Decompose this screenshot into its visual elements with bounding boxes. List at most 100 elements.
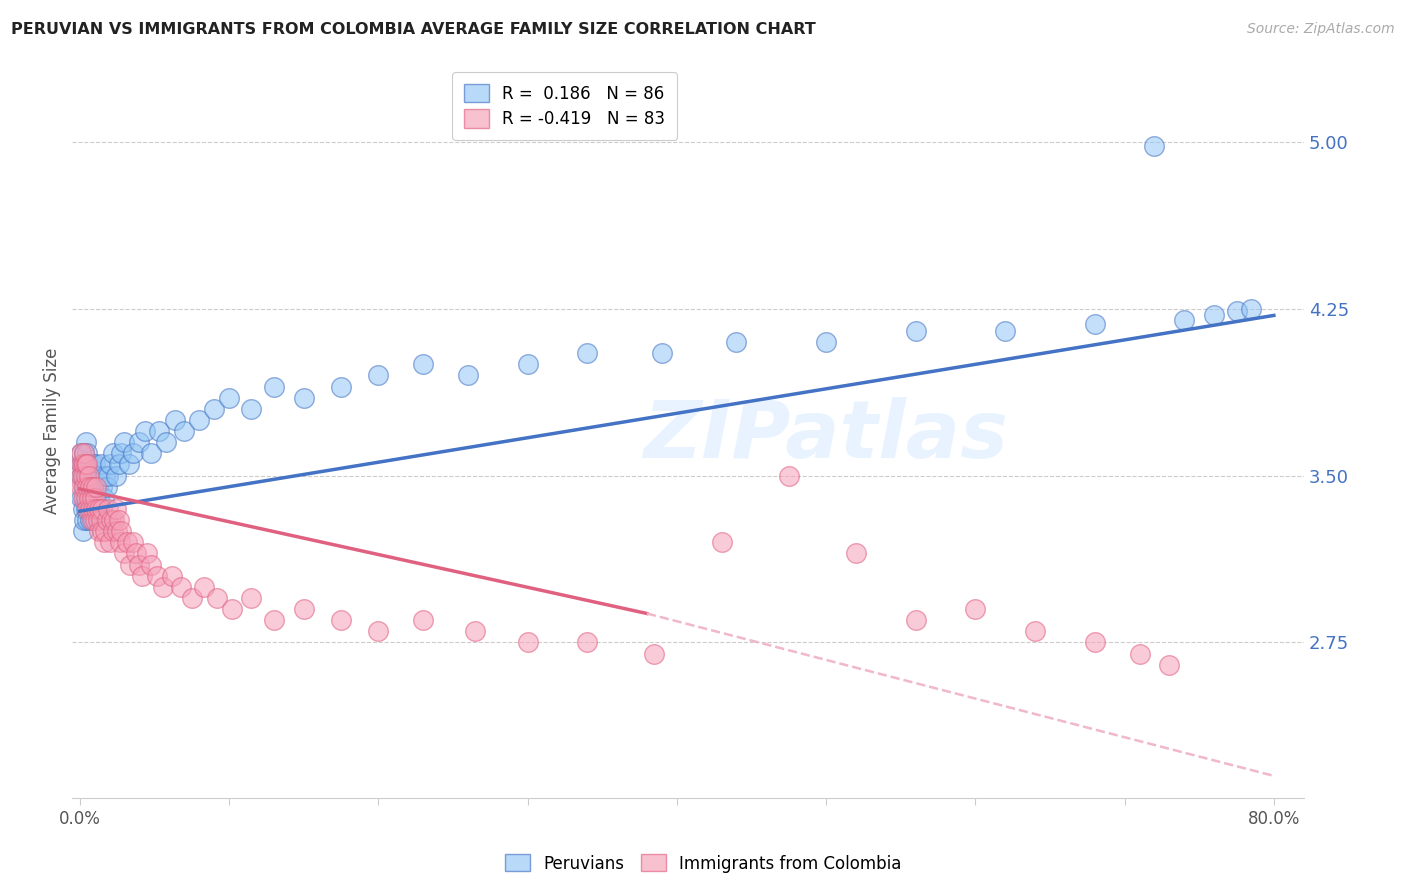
Point <box>70 446 93 460</box>
Point <box>72 468 94 483</box>
Text: PERUVIAN VS IMMIGRANTS FROM COLOMBIA AVERAGE FAMILY SIZE CORRELATION CHART: PERUVIAN VS IMMIGRANTS FROM COLOMBIA AVE… <box>11 22 815 37</box>
Point <box>128 435 150 450</box>
Point <box>994 324 1017 338</box>
Point <box>152 580 174 594</box>
Point <box>73 480 96 494</box>
Point <box>1204 309 1226 323</box>
Point <box>1240 301 1263 316</box>
Point <box>134 424 156 438</box>
Point <box>367 624 389 639</box>
Point <box>77 468 100 483</box>
Point <box>576 635 599 649</box>
Point <box>1225 304 1247 318</box>
Point <box>240 401 263 416</box>
Point <box>72 480 94 494</box>
Point <box>70 491 93 505</box>
Point <box>75 502 97 516</box>
Text: ZIPatlas: ZIPatlas <box>644 397 1008 475</box>
Point <box>72 468 94 483</box>
Point <box>122 535 145 549</box>
Point <box>73 446 96 460</box>
Point <box>221 602 243 616</box>
Point <box>87 502 110 516</box>
Point <box>1128 647 1150 661</box>
Point <box>79 468 101 483</box>
Point <box>205 591 228 605</box>
Point <box>457 368 479 383</box>
Point <box>329 379 352 393</box>
Point <box>70 468 93 483</box>
Point <box>73 513 96 527</box>
Point <box>82 513 104 527</box>
Point <box>96 480 118 494</box>
Point <box>778 468 800 483</box>
Point <box>845 546 868 560</box>
Point <box>516 357 538 371</box>
Point <box>83 458 105 472</box>
Point <box>80 502 103 516</box>
Point <box>135 546 157 560</box>
Point <box>93 491 115 505</box>
Point <box>80 491 103 505</box>
Point <box>180 591 202 605</box>
Point <box>76 480 98 494</box>
Point <box>202 401 225 416</box>
Point <box>73 458 96 472</box>
Point <box>84 502 107 516</box>
Point <box>72 491 94 505</box>
Point <box>80 480 103 494</box>
Point <box>73 491 96 505</box>
Point <box>516 635 538 649</box>
Point <box>79 502 101 516</box>
Point <box>76 458 98 472</box>
Legend: Peruvians, Immigrants from Colombia: Peruvians, Immigrants from Colombia <box>498 847 908 880</box>
Point <box>110 524 132 539</box>
Point <box>96 513 118 527</box>
Point <box>651 346 673 360</box>
Point <box>120 558 142 572</box>
Legend: R =  0.186   N = 86, R = -0.419   N = 83: R = 0.186 N = 86, R = -0.419 N = 83 <box>453 72 678 140</box>
Point <box>146 568 169 582</box>
Point <box>77 480 100 494</box>
Point <box>75 480 97 494</box>
Point <box>218 391 240 405</box>
Point <box>125 546 148 560</box>
Point <box>75 468 97 483</box>
Point <box>83 480 105 494</box>
Point <box>193 580 215 594</box>
Point <box>73 446 96 460</box>
Point <box>79 513 101 527</box>
Point <box>84 491 107 505</box>
Point <box>101 446 124 460</box>
Point <box>101 524 124 539</box>
Point <box>77 491 100 505</box>
Point <box>576 346 599 360</box>
Point <box>90 513 112 527</box>
Point <box>188 413 211 427</box>
Point <box>87 524 110 539</box>
Point <box>76 446 98 460</box>
Point <box>72 524 94 539</box>
Point <box>80 458 103 472</box>
Point <box>110 446 132 460</box>
Point <box>100 513 122 527</box>
Point <box>70 458 93 472</box>
Point <box>1024 624 1046 639</box>
Point <box>412 613 434 627</box>
Point <box>904 324 927 338</box>
Point <box>76 502 98 516</box>
Point <box>75 458 97 472</box>
Point <box>965 602 987 616</box>
Point <box>103 513 125 527</box>
Point <box>105 524 128 539</box>
Point <box>83 491 105 505</box>
Point <box>75 458 97 472</box>
Point <box>87 468 110 483</box>
Point <box>263 379 285 393</box>
Point <box>725 335 748 350</box>
Point <box>165 413 187 427</box>
Point <box>173 424 195 438</box>
Point <box>70 458 93 472</box>
Point <box>412 357 434 371</box>
Point <box>1159 657 1181 672</box>
